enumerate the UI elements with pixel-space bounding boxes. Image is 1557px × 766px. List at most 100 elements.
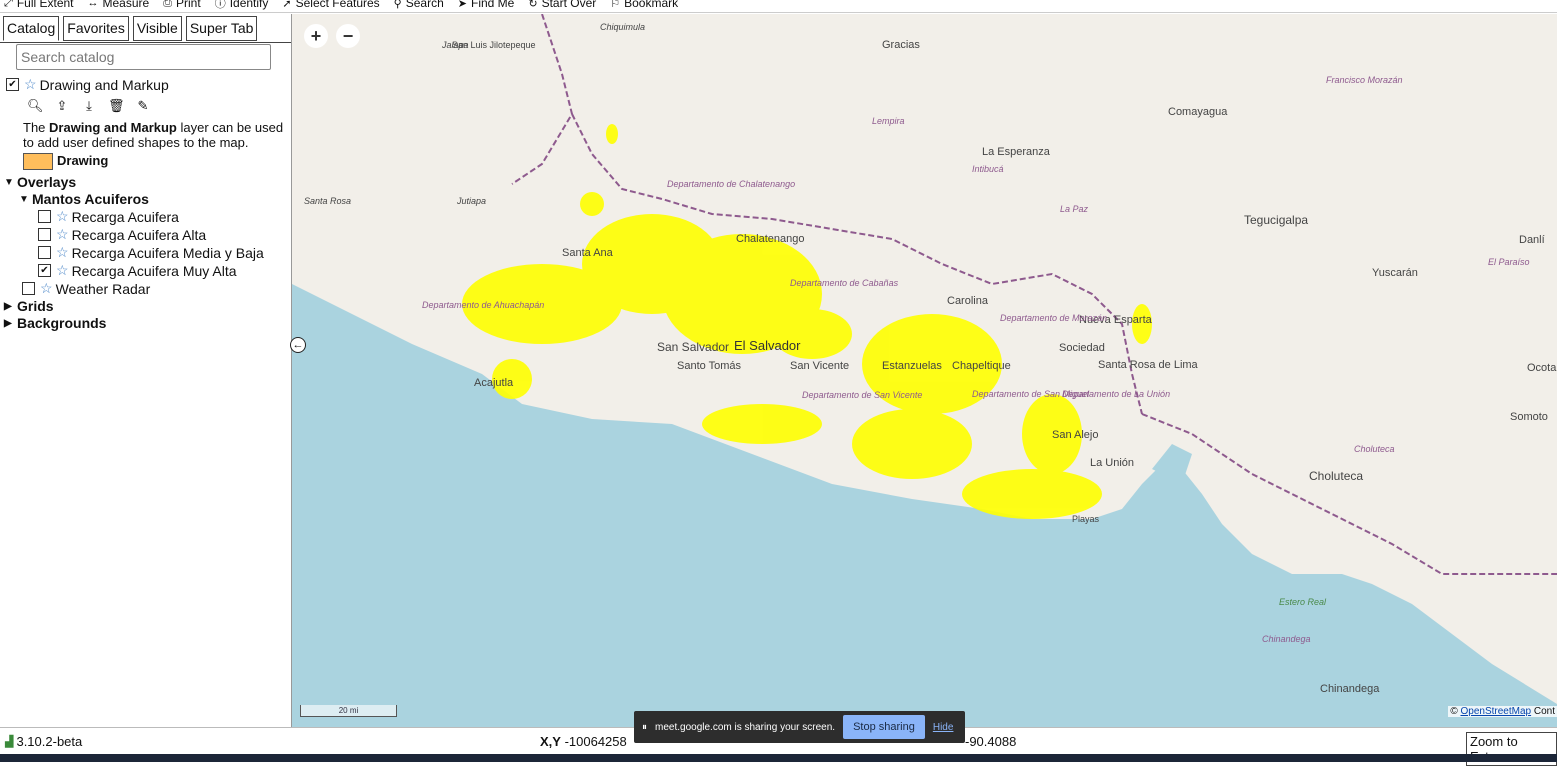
info-icon: ⓘ (214, 0, 226, 10)
trash-icon[interactable]: 🗑︎ (108, 98, 125, 113)
zoom-to-layer-icon[interactable]: 🔍︎ (27, 98, 44, 113)
grids-group[interactable]: ▶ Grids (4, 298, 54, 314)
mantos-acuiferos-group[interactable]: ▼ Mantos Acuiferos (19, 191, 149, 207)
expand-icon: ⤢ (4, 0, 13, 9)
layer-label: Weather Radar (55, 280, 151, 297)
map-place-label: Chalatenango (736, 233, 805, 245)
drawing-legend-label: Drawing (57, 153, 109, 168)
map-place-label: Departamento de San Miguel (972, 389, 1090, 399)
tab-visible[interactable]: Visible (132, 16, 182, 41)
backgrounds-group[interactable]: ▶ Backgrounds (4, 315, 107, 331)
measure-tool[interactable]: ↔ Measure (88, 0, 150, 10)
map-place-label: Acajutla (474, 377, 514, 389)
map-place-label: El Salvador (734, 338, 801, 353)
recharge-area (462, 264, 622, 344)
zoom-in-button[interactable]: + (304, 24, 328, 48)
tab-favorites[interactable]: Favorites (63, 16, 129, 41)
favorite-star-icon[interactable]: ☆ (56, 226, 69, 242)
map-place-label: Chinandega (1262, 634, 1311, 644)
map-place-label: Santa Rosa (304, 196, 351, 206)
map-place-label: Tegucigalpa (1244, 213, 1308, 227)
top-toolbar: ⤢ Full Extent ↔ Measure ⎙ Print ⓘ Identify ➚… (0, 0, 1557, 13)
layer-checkbox[interactable] (22, 282, 35, 295)
map-place-label: Carolina (947, 295, 989, 307)
pointer-icon: ➚ (282, 0, 292, 10)
arrow-left-icon: ← (292, 339, 304, 351)
identify-tool[interactable]: ⓘ Identify (215, 0, 269, 11)
map-view[interactable]: San Luis Jilotepeque Jalapa Chiquimula G… (292, 14, 1557, 727)
upload-icon[interactable]: ⇪ (56, 98, 68, 113)
recharge-area (1022, 394, 1082, 474)
start-over-tool[interactable]: ↻ Start Over (528, 0, 596, 10)
map-canvas[interactable]: San Luis Jilotepeque Jalapa Chiquimula G… (292, 14, 1557, 727)
layer-row: ☆ Recarga Acuifera Media y Baja (38, 244, 264, 261)
favorite-star-icon[interactable]: ☆ (56, 208, 69, 224)
recharge-area (606, 124, 618, 144)
national-border (571, 113, 1143, 415)
drawing-layer-label: Drawing and Markup (39, 76, 169, 93)
favorite-star-icon[interactable]: ☆ (24, 76, 37, 92)
favorite-star-icon[interactable]: ☆ (56, 262, 69, 278)
refresh-icon: ↻ (528, 0, 538, 10)
download-icon[interactable]: ⤓ (86, 98, 92, 113)
map-place-label: Intibucá (972, 164, 1004, 174)
find-me-tool[interactable]: ➤ Find Me (458, 0, 515, 10)
layer-row: ☆ Recarga Acuifera (38, 208, 179, 225)
map-place-label: Comayagua (1168, 106, 1228, 118)
recharge-area (702, 404, 822, 444)
map-place-label: Estanzuelas (882, 360, 942, 372)
print-tool[interactable]: ⎙ Print (163, 0, 201, 10)
favorite-star-icon[interactable]: ☆ (40, 280, 53, 296)
full-extent-tool[interactable]: ⤢ Full Extent (4, 0, 74, 10)
scale-bar: 20 mi (300, 705, 397, 717)
expanded-caret-icon: ▼ (19, 193, 29, 205)
select-features-tool[interactable]: ➚ Select Features (282, 0, 379, 10)
favorite-star-icon[interactable]: ☆ (56, 244, 69, 260)
layer-checkbox[interactable] (38, 228, 51, 241)
layer-label: Recarga Acuifera (71, 208, 179, 225)
map-attribution: © OpenStreetMap Cont (1448, 706, 1557, 717)
screen-share-bar: ⏸ meet.google.com is sharing your screen… (634, 711, 965, 743)
layer-checkbox[interactable] (38, 210, 51, 223)
layer-row: ✔ ☆ Recarga Acuifera Muy Alta (38, 262, 237, 279)
overlays-group[interactable]: ▼ Overlays (4, 174, 77, 190)
tab-divider (0, 42, 291, 43)
map-place-label: Departamento de La Unión (1062, 389, 1170, 399)
tab-super-tab[interactable]: Super Tab (185, 16, 258, 41)
map-place-label: Chinandega (1320, 683, 1380, 695)
map-place-label: Santa Rosa de Lima (1098, 359, 1199, 371)
map-place-label: La Unión (1090, 457, 1134, 469)
search-catalog-input[interactable] (16, 44, 271, 70)
bookmark-tool[interactable]: ⚐ Bookmark (610, 0, 678, 10)
map-place-label: Jalapa (441, 40, 469, 50)
drawing-layer-description: The Drawing and Markup layer can be used… (23, 120, 284, 150)
tab-catalog[interactable]: Catalog (3, 16, 60, 41)
map-place-label: Chapeltique (952, 360, 1011, 372)
map-place-label: Santa Ana (562, 247, 614, 259)
openstreetmap-link[interactable]: OpenStreetMap (1460, 706, 1532, 717)
chart-icon: ▟ (5, 736, 14, 748)
search-tool[interactable]: ⚲ Search (394, 0, 444, 10)
gulf-fonseca (1152, 444, 1192, 484)
hide-link[interactable]: Hide (932, 721, 954, 733)
stop-sharing-button[interactable]: Stop sharing (843, 715, 925, 739)
pencil-icon[interactable]: ✎ (137, 98, 149, 113)
map-place-label: Departamento de Ahuachapán (422, 300, 544, 310)
recharge-area (492, 359, 532, 399)
map-place-label: Departamento de Morazán (1000, 313, 1107, 323)
map-place-label: La Esperanza (982, 146, 1051, 158)
map-place-label: Departamento de Cabañas (790, 278, 899, 288)
drawing-layer-checkbox[interactable]: ✔ (6, 78, 19, 91)
layer-checkbox[interactable] (38, 246, 51, 259)
map-place-label: San Vicente (790, 360, 849, 372)
version-label: ▟ 3.10.2-beta (5, 734, 83, 749)
zoom-out-button[interactable]: − (336, 24, 360, 48)
drawing-layer-tools: 🔍︎ ⇪ ⤓ 🗑︎ ✎ (27, 98, 151, 114)
map-place-label: Choluteca (1354, 444, 1395, 454)
collapse-sidebar-button[interactable]: ← (290, 337, 306, 353)
weather-radar-row: ☆ Weather Radar (22, 280, 150, 297)
layer-checkbox[interactable]: ✔ (38, 264, 51, 277)
map-place-label: San Luis Jilotepeque (452, 40, 536, 50)
map-place-label: Jutiapa (456, 196, 486, 206)
map-place-label: Sociedad (1059, 342, 1105, 354)
